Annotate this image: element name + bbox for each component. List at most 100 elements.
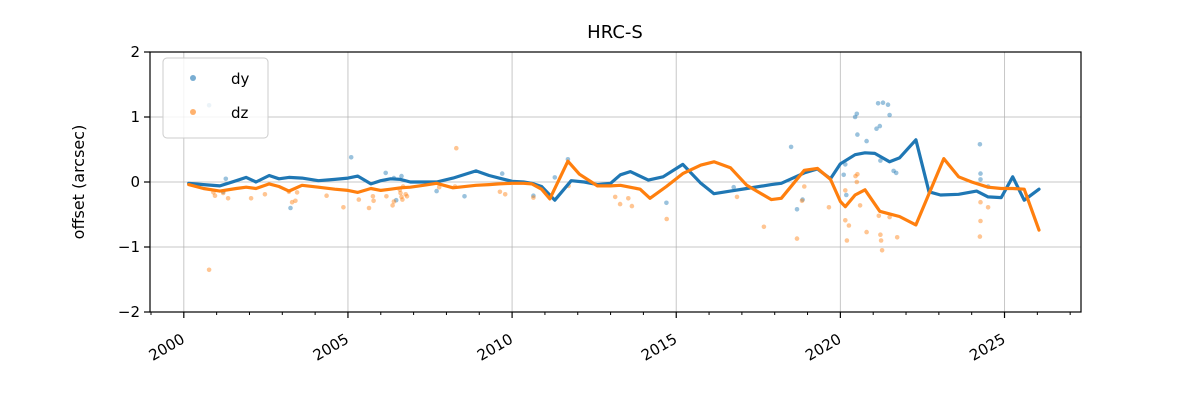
scatter-point-dy [788, 144, 794, 150]
x-tick-label: 2010 [474, 330, 516, 365]
scatter-point-dy [852, 114, 858, 120]
scatter-point-dz [262, 192, 268, 197]
x-tick-label: 2025 [966, 330, 1008, 365]
scatter-point-dy [223, 176, 229, 182]
legend-box [162, 57, 269, 139]
scatter-point-dy [893, 170, 899, 176]
scatter-point-dz [844, 238, 850, 243]
scatter-point-dz [391, 199, 397, 204]
scatter-point-dy [552, 175, 558, 180]
scatter-point-dz [612, 194, 618, 200]
scatter-point-dz [846, 223, 852, 228]
x-tick-label: 2015 [638, 330, 680, 365]
scatter-point-dz [734, 194, 740, 200]
scatter-point-dy [393, 197, 399, 203]
y-axis-label: offset (arcsec) [69, 125, 88, 240]
scatter-point-dz [436, 184, 442, 190]
scatter-point-dz [366, 205, 372, 211]
scatter-point-dz [502, 192, 508, 197]
y-tick-label: −2 [118, 303, 140, 321]
x-tick-label: 2020 [802, 330, 844, 365]
scatter-point-dz [293, 198, 298, 204]
scatter-point-dz [854, 179, 860, 185]
scatter-point-dz [878, 232, 883, 237]
scatter-point-dz [826, 205, 832, 210]
y-tick-label: 1 [130, 108, 140, 126]
grid-layer [150, 51, 1081, 313]
scatter-point-dz [857, 203, 863, 208]
legend-label-dz: dz [231, 104, 249, 122]
scatter-point-dz [403, 192, 409, 197]
scatter-point-dz [294, 190, 300, 195]
scatter-point-dz [802, 184, 807, 189]
scatter-point-dy [878, 158, 883, 163]
scatter-point-dz [370, 194, 376, 199]
legend-marker-dy [190, 75, 196, 81]
scatter-point-dz [341, 205, 346, 210]
scatter-point-dz [206, 267, 212, 273]
scatter-point-dy [399, 173, 404, 179]
chart-title: HRC-S [587, 22, 643, 43]
legend-label-dy: dy [231, 70, 250, 88]
scatter-point-dy [977, 142, 983, 147]
scatter-point-dy [887, 112, 892, 118]
line-layer [187, 138, 1041, 232]
scatter-point-dy [978, 171, 983, 176]
scatter-point-dz [887, 214, 892, 220]
scatter-point-dy [383, 170, 389, 176]
scatter-point-dy [877, 123, 883, 129]
scatter-point-dz [855, 171, 860, 177]
y-tick-label: −1 [118, 238, 140, 256]
scatter-point-dz [404, 194, 410, 199]
scatter-point-dz [799, 198, 805, 204]
scatter-point-dz [225, 196, 231, 201]
trend-line-dz [187, 157, 1041, 232]
scatter-point-dy [844, 192, 849, 198]
scatter-point-dz [977, 234, 983, 239]
scatter-point-dz [864, 229, 869, 235]
scatter-point-dy [841, 172, 846, 178]
scatter-point-dz [371, 198, 376, 204]
scatter-point-dy [874, 126, 879, 131]
scatter-point-dz [324, 193, 329, 198]
x-tick-label: 2000 [146, 330, 188, 365]
scatter-point-dz [879, 248, 885, 253]
scatter-point-dz [497, 189, 503, 195]
scatter-point-dz [384, 194, 389, 199]
scatter-point-dy [531, 193, 536, 198]
y-tick-label: 2 [130, 43, 140, 61]
scatter-point-dy [348, 155, 354, 160]
scatter-point-dy [499, 171, 505, 176]
scatter-point-dz [248, 196, 254, 201]
scatter-point-dz [794, 236, 800, 241]
scatter-point-dz [664, 216, 669, 222]
scatter-point-dz [978, 218, 983, 224]
scatter-point-dz [843, 218, 848, 223]
scatter-point-dy [864, 138, 869, 144]
scatter-point-dz [761, 224, 767, 230]
scatter-point-dy [462, 194, 467, 199]
scatter-point-dz [399, 194, 404, 200]
scatter-point-dy [880, 100, 886, 105]
legend: dy dz [162, 57, 269, 139]
scatter-point-dz [878, 238, 884, 243]
scatter-point-dz [390, 203, 395, 208]
scatter-point-dz [356, 197, 362, 202]
scatter-point-dz [531, 195, 536, 200]
legend-marker-dz [190, 109, 196, 115]
scatter-point-dz [629, 203, 635, 209]
scatter-point-dy [288, 205, 293, 211]
scatter-point-dy [855, 132, 860, 137]
scatter-point-dz [843, 188, 848, 193]
scatter-point-dz [400, 197, 405, 202]
x-tick-label: 2005 [310, 330, 352, 365]
scatter-point-dy [800, 197, 805, 202]
scatter-point-dz [212, 193, 218, 198]
scatter-point-dz [398, 190, 403, 196]
scatter-point-dy [664, 200, 669, 206]
scatter-point-dy [854, 111, 860, 117]
scatter-point-dz [289, 199, 295, 205]
scatter-point-dy [885, 102, 891, 107]
